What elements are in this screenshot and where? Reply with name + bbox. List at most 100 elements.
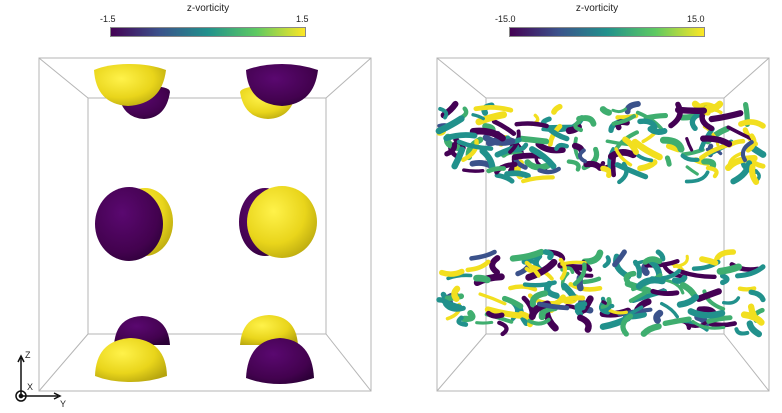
top-left-vortex-pair [94, 64, 170, 119]
vortex-tube [647, 126, 668, 135]
vortex-tube [691, 319, 726, 330]
vortex-tube [598, 300, 611, 315]
vortex-tube [689, 111, 703, 132]
vortex-tube [550, 295, 586, 307]
vortex-tube [542, 249, 554, 261]
vortex-tube [501, 295, 524, 309]
vortex-tube [469, 249, 497, 261]
vortex-tube [475, 320, 494, 325]
vortex-tube [708, 110, 744, 123]
vortex-tube [664, 155, 672, 167]
vortex-tube [635, 276, 666, 290]
vortex-tube [524, 159, 551, 171]
vortex-tube [514, 121, 549, 129]
vortex-tube [435, 115, 465, 135]
left-colorbar [110, 27, 306, 37]
vortex-tube [600, 165, 613, 178]
vortex-tube [650, 288, 680, 297]
vortex-tube [551, 103, 563, 115]
vortex-tube [640, 323, 662, 337]
vortex-tube [444, 141, 458, 157]
vortex-tube [577, 148, 587, 164]
vortex-tube [524, 260, 541, 278]
right-3d-scene [435, 57, 770, 392]
vortex-tube [659, 136, 685, 153]
vortex-tube [637, 159, 658, 172]
vortex-tube [686, 321, 707, 328]
vortex-tube [601, 304, 613, 313]
vortex-tube [451, 146, 466, 170]
vortex-tube [737, 286, 757, 292]
vortex-tube [497, 320, 509, 337]
vortex-tube [443, 132, 478, 142]
vortex-tube [684, 170, 710, 184]
vortex-tube [705, 165, 719, 179]
vortex-tube [612, 249, 627, 268]
vortex-tube [469, 160, 493, 169]
vortex-tube [660, 301, 679, 319]
vortex-tube [554, 142, 569, 151]
vortex-tube [439, 268, 465, 277]
vortex-tube [746, 320, 762, 338]
vortex-tube [632, 259, 642, 279]
vortex-tube [451, 285, 461, 303]
vortex-tube [465, 259, 491, 273]
right-colorbar [509, 27, 705, 37]
vortex-tube [473, 105, 514, 113]
vortex-tube [653, 309, 664, 324]
axes-triad [15, 354, 62, 402]
vortex-tube [504, 170, 531, 179]
vortex-tube [676, 294, 699, 308]
vortex-tube [529, 146, 557, 170]
top-right-vortex-pair [240, 64, 318, 119]
vortex-tube [489, 255, 501, 276]
vortex-tube [545, 124, 570, 142]
lower-turbulent-layer [436, 248, 766, 338]
vortex-tube [475, 111, 508, 126]
vortex-tube [614, 162, 649, 180]
vortex-tube [537, 166, 561, 175]
vortex-tube [745, 133, 757, 153]
vortex-tube [469, 127, 506, 142]
vortex-tube [685, 137, 694, 152]
right-visualization-panel: z-vorticity -15.0 15.0 [391, 0, 782, 413]
vortex-tube [446, 273, 473, 281]
vortex-tube [668, 101, 683, 129]
vortex-tube [566, 159, 581, 172]
vortex-tube [685, 165, 699, 176]
vortex-tube [678, 269, 717, 280]
vortex-tube [471, 113, 485, 121]
vortex-tube [473, 274, 491, 284]
left-colorbar-min-label: -1.5 [100, 14, 116, 24]
vortex-tube [749, 163, 760, 185]
vortex-tube [724, 154, 758, 172]
vortex-tube [622, 136, 639, 155]
vortex-tube [635, 110, 663, 131]
vortex-tube [722, 296, 741, 305]
upper-turbulent-layer [435, 100, 767, 185]
vortex-tube [672, 254, 689, 269]
vortex-tube [599, 106, 612, 116]
vortex-tube [582, 276, 602, 285]
bottom-left-vortex-pair [95, 316, 170, 382]
right-box-wireframe [436, 57, 770, 392]
right-colorbar-title: z-vorticity [575, 3, 619, 14]
vortex-tube [581, 249, 604, 266]
vortex-tube [611, 114, 636, 126]
vortex-tube [631, 138, 663, 161]
vortex-tube [478, 292, 507, 306]
vortex-tube [572, 262, 587, 286]
vortex-tube [699, 256, 719, 266]
vortex-tube [679, 282, 698, 299]
left-colorbar-title: z-vorticity [186, 3, 230, 14]
vortex-tube [456, 139, 494, 151]
vortex-tube [576, 115, 597, 127]
vortex-tube [687, 308, 726, 319]
vortex-tube [740, 140, 754, 163]
vortex-tube [573, 120, 583, 133]
vortex-tube [509, 248, 545, 262]
vortex-tube [662, 316, 692, 327]
vortex-tube [529, 290, 549, 308]
left-colorbar-max-label: 1.5 [296, 14, 309, 24]
vortex-tube [748, 289, 766, 303]
